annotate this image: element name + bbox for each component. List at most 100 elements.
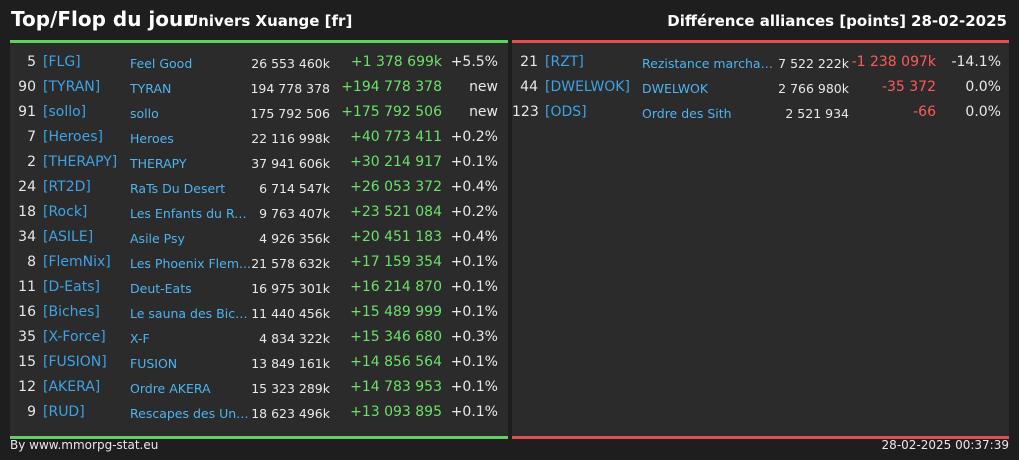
alliance-points: 13 849 161k [251,356,330,371]
alliance-tag-link[interactable]: [ASILE] [43,229,94,245]
top-panel: 5 [FLG] Feel Good 26 553 460k +1 378 699k +5.… [10,40,508,439]
alliance-delta: +175 792 506 [341,104,442,120]
alliance-row: 8 [FlemNix] Les Phoenix Flem... 21 578 632k… [10,250,508,275]
alliance-rank: 8 [27,254,36,270]
alliance-points: 18 623 496k [251,406,330,421]
alliance-rank: 18 [18,204,36,220]
alliance-tag-link[interactable]: [TYRAN] [43,79,101,95]
alliance-rank: 16 [18,304,36,320]
alliance-rank: 21 [520,54,538,70]
alliance-percent: +0.1% [450,304,498,320]
alliance-name-link[interactable]: Ordre des Sith [642,106,732,121]
alliance-name-link[interactable]: Le sauna des Biche... [130,306,252,321]
alliance-name-link[interactable]: Asile Psy [130,231,185,246]
alliance-row: 44 [DWELWOK] DWELWOK 2 766 980k -35 372 0.0% [512,75,1009,100]
alliance-tag-link[interactable]: [FUSION] [43,354,107,370]
alliance-row: 91 [sollo] sollo 175 792 506 +175 792 506 new [10,100,508,125]
alliance-row: 5 [FLG] Feel Good 26 553 460k +1 378 699k +5.… [10,50,508,75]
alliance-points: 4 926 356k [259,231,330,246]
alliance-delta: +30 214 917 [350,154,442,170]
alliance-row: 123 [ODS] Ordre des Sith 2 521 934 -66 0.0% [512,100,1009,125]
alliance-tag-link[interactable]: [THERAPY] [43,154,118,170]
alliance-name-link[interactable]: sollo [130,106,159,121]
alliance-tag-link[interactable]: [sollo] [43,104,87,120]
generated-timestamp: 28-02-2025 00:37:39 [881,438,1009,452]
alliance-tag-link[interactable]: [RZT] [545,54,584,70]
alliance-name-link[interactable]: Rezistance marchande [642,56,778,71]
alliance-tag-link[interactable]: [D-Eats] [43,279,100,295]
date-label: 28-02-2025 [911,12,1007,30]
alliance-delta: +14 783 953 [350,379,442,395]
alliance-name-link[interactable]: RaTs Du Desert [130,181,226,196]
alliance-name-link[interactable]: Les Enfants du Rock [130,206,252,221]
alliance-points: 9 763 407k [259,206,330,221]
alliance-rank: 2 [27,154,36,170]
alliance-tag-link[interactable]: [Rock] [43,204,88,220]
alliance-points: 7 522 222k [778,56,849,71]
alliance-tag-link[interactable]: [Biches] [43,304,100,320]
alliance-name-link[interactable]: X-F [130,331,150,346]
alliance-rank: 7 [27,129,36,145]
alliance-row: 16 [Biches] Le sauna des Biche... 11 440 45… [10,300,508,325]
alliance-tag-link[interactable]: [RT2D] [43,179,91,195]
alliance-delta: +15 346 680 [350,329,442,345]
alliance-name-link[interactable]: Deut-Eats [130,281,192,296]
metric-label: Différence alliances [points] [667,12,906,30]
alliance-percent: 0.0% [965,104,1001,120]
alliance-rank: 90 [18,79,36,95]
alliance-delta: +23 521 084 [350,204,442,220]
alliance-name-link[interactable]: Rescapes des Univ... [130,406,252,421]
alliance-points: 2 766 980k [778,81,849,96]
alliance-percent: +0.1% [450,254,498,270]
alliance-rank: 24 [18,179,36,195]
alliance-points: 175 792 506 [250,106,330,121]
universe-label: Univers Xuange [fr] [186,12,353,30]
alliance-delta: +16 214 870 [350,279,442,295]
alliance-percent: +0.1% [450,379,498,395]
alliance-tag-link[interactable]: [X-Force] [43,329,106,345]
alliance-delta: +17 159 354 [350,254,442,270]
alliance-tag-link[interactable]: [Heroes] [43,129,103,145]
alliance-row: 9 [RUD] Rescapes des Univ... 18 623 496k +13… [10,400,508,425]
alliance-points: 21 578 632k [251,256,330,271]
alliance-name-link[interactable]: FUSION [130,356,178,371]
alliance-tag-link[interactable]: [RUD] [43,404,85,420]
alliance-rank: 91 [18,104,36,120]
header-bar: Top/Flop du jour Univers Xuange [fr] Dif… [0,0,1019,40]
alliance-name-link[interactable]: DWELWOK [642,81,709,96]
alliance-tag-link[interactable]: [ODS] [545,104,587,120]
alliance-rank: 11 [18,279,36,295]
alliance-tag-link[interactable]: [DWELWOK] [545,79,630,95]
alliance-rank: 123 [512,104,538,120]
alliance-percent: 0.0% [965,79,1001,95]
alliance-rank: 9 [27,404,36,420]
alliance-row: 7 [Heroes] Heroes 22 116 998k +40 773 411 +0.… [10,125,508,150]
alliance-points: 4 834 322k [259,331,330,346]
alliance-delta: +20 451 183 [350,229,442,245]
alliance-tag-link[interactable]: [FlemNix] [43,254,111,270]
alliance-row: 12 [AKERA] Ordre AKERA 15 323 289k +14 783 9… [10,375,508,400]
alliance-percent: +0.4% [450,179,498,195]
alliance-row: 21 [RZT] Rezistance marchande 7 522 222k -1 … [512,50,1009,75]
alliance-name-link[interactable]: TYRAN [130,81,172,96]
alliance-tag-link[interactable]: [FLG] [43,54,81,70]
alliance-row: 24 [RT2D] RaTs Du Desert 6 714 547k +26 053 … [10,175,508,200]
alliance-name-link[interactable]: Les Phoenix Flem... [130,256,251,271]
alliance-percent: +0.1% [450,404,498,420]
alliance-tag-link[interactable]: [AKERA] [43,379,101,395]
alliance-percent: new [469,104,498,120]
page-title: Top/Flop du jour [11,7,194,31]
alliance-name-link[interactable]: Ordre AKERA [130,381,211,396]
alliance-row: 15 [FUSION] FUSION 13 849 161k +14 856 564 +0… [10,350,508,375]
alliance-name-link[interactable]: Feel Good [130,56,193,71]
alliance-percent: new [469,79,498,95]
source-credit: By www.mmorpg-stat.eu [10,438,159,452]
alliance-points: 22 116 998k [251,131,330,146]
alliance-row: 11 [D-Eats] Deut-Eats 16 975 301k +16 214 87… [10,275,508,300]
alliance-name-link[interactable]: THERAPY [130,156,187,171]
alliance-points: 37 941 606k [251,156,330,171]
alliance-delta: +13 093 895 [350,404,442,420]
alliance-points: 16 975 301k [251,281,330,296]
alliance-name-link[interactable]: Heroes [130,131,174,146]
alliance-rank: 44 [520,79,538,95]
